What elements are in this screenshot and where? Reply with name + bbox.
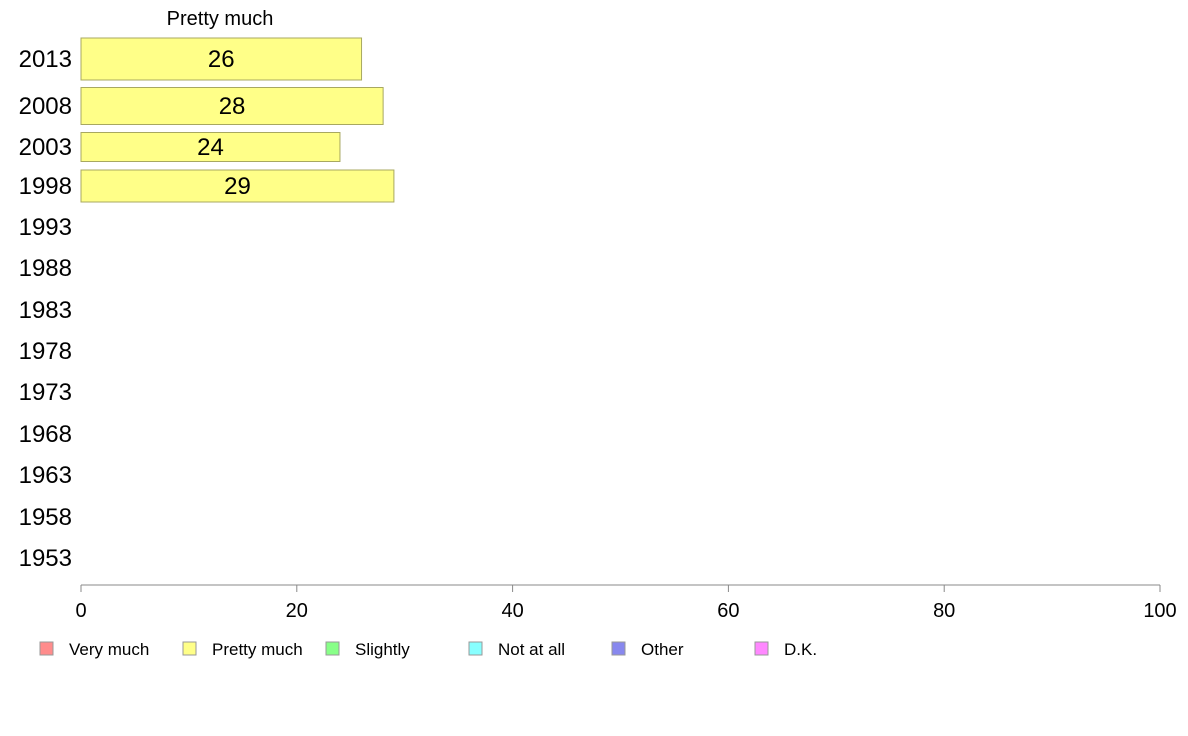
year-labels: 2013 2008 2003 1998 1993 1988 1983 1978 1973 1968… (19, 46, 72, 572)
x-tick-label-80: 80 (933, 600, 955, 622)
year-label-1968: 1968 (19, 421, 72, 448)
x-tick-label-60: 60 (717, 600, 739, 622)
legend-label-other: Other (641, 640, 684, 659)
legend-label-d-k: D.K. (784, 640, 817, 659)
x-axis: 0 20 40 60 80 100 (75, 584, 1177, 622)
bar-1998 (80, 169, 395, 203)
year-label-2003: 2003 (19, 134, 72, 161)
year-label-1973: 1973 (19, 379, 72, 406)
year-label-1998: 1998 (19, 173, 72, 200)
legend-swatch-d-k (754, 641, 769, 656)
bar-value-label-2003: 24 (197, 134, 224, 161)
legend-swatch-other (611, 641, 626, 656)
year-label-1993: 1993 (19, 214, 72, 241)
legend-swatch-slightly (325, 641, 340, 656)
bar-2003 (80, 132, 341, 162)
legend-label-slightly: Slightly (355, 640, 410, 659)
legend-swatch-not-at-all (468, 641, 483, 656)
year-label-1988: 1988 (19, 255, 72, 282)
legend: Very much Pretty much Slightly Not at all Ot… (39, 640, 817, 659)
x-tick-label-20: 20 (286, 600, 308, 622)
year-label-1963: 1963 (19, 462, 72, 489)
x-tick-label-100: 100 (1143, 600, 1176, 622)
year-label-2013: 2013 (19, 46, 72, 73)
year-label-1953: 1953 (19, 545, 72, 572)
bar-value-label-2013: 26 (208, 46, 235, 73)
panel-title: Pretty much (167, 8, 274, 30)
legend-label-pretty-much: Pretty much (212, 640, 303, 659)
year-label-1983: 1983 (19, 297, 72, 324)
legend-label-not-at-all: Not at all (498, 640, 565, 659)
year-label-2008: 2008 (19, 93, 72, 120)
x-tick-label-40: 40 (501, 600, 523, 622)
x-tick-label-0: 0 (75, 600, 86, 622)
bar-2013 (80, 37, 363, 81)
legend-label-very-much: Very much (69, 640, 149, 659)
legend-swatch-very-much (39, 641, 54, 656)
bar-value-label-2008: 28 (219, 93, 246, 120)
bar-2008 (80, 87, 384, 125)
bar-value-label-1998: 29 (224, 173, 251, 200)
year-label-1978: 1978 (19, 338, 72, 365)
legend-swatch-pretty-much (182, 641, 197, 656)
year-label-1958: 1958 (19, 504, 72, 531)
